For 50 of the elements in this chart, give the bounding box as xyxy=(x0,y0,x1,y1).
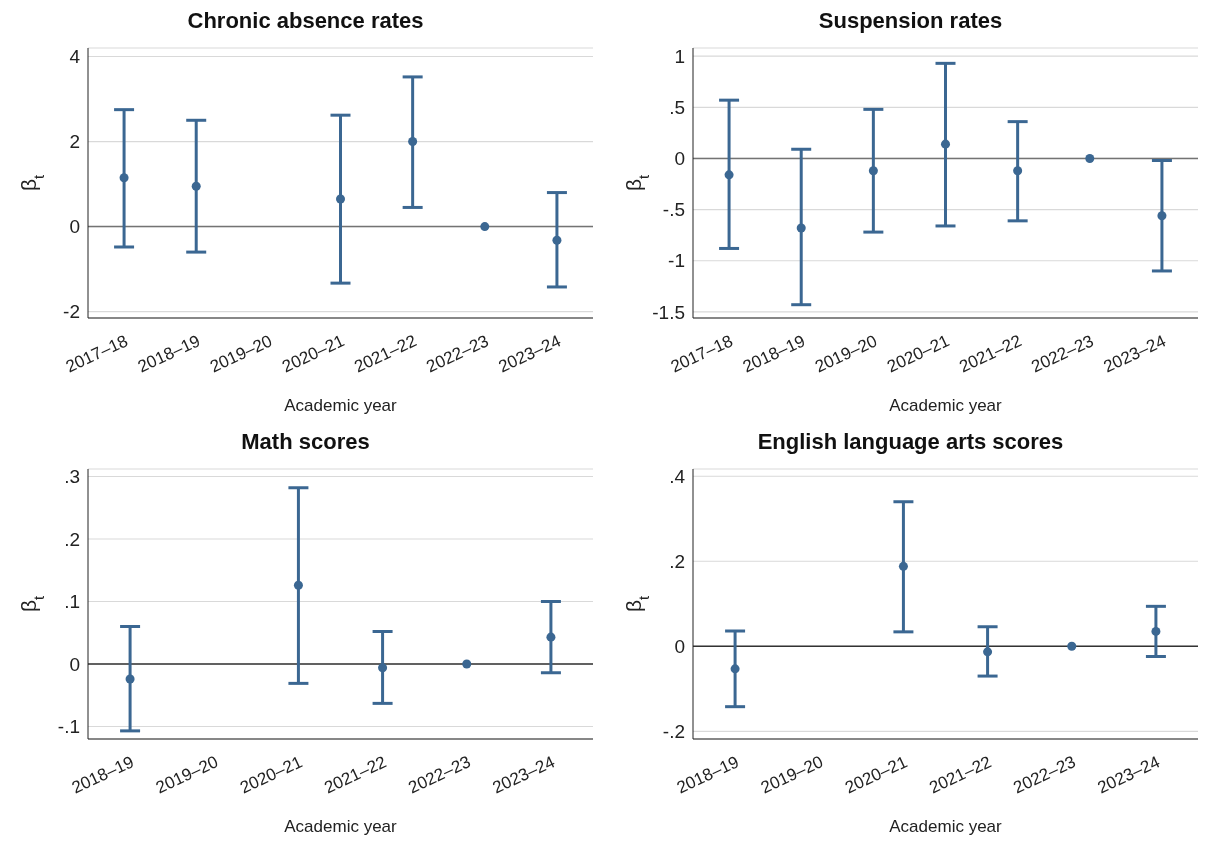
point xyxy=(940,139,951,149)
y-tick-label: .4 xyxy=(669,465,686,487)
chart-title: Math scores xyxy=(240,429,371,456)
point xyxy=(480,222,490,232)
point xyxy=(1067,641,1077,651)
chart-title: Chronic absence rates xyxy=(186,8,425,35)
x-axis-title: Academic year xyxy=(889,396,1003,415)
y-tick-label: .3 xyxy=(64,466,80,488)
x-axis-title: Academic year xyxy=(284,396,398,415)
chart-title: English language arts scores xyxy=(756,429,1065,456)
point xyxy=(796,223,806,233)
point xyxy=(724,170,734,180)
y-tick-label: 1 xyxy=(674,45,685,67)
y-tick-label: 0 xyxy=(69,653,80,675)
y-tick-label: -.2 xyxy=(662,721,685,743)
point xyxy=(546,632,556,642)
point xyxy=(552,235,562,245)
y-tick-label: -.1 xyxy=(57,716,80,738)
y-tick-label: .5 xyxy=(669,97,685,119)
point xyxy=(408,137,418,147)
point xyxy=(1085,153,1095,163)
y-tick-label: .1 xyxy=(64,591,80,613)
y-tick-label: .2 xyxy=(64,528,80,550)
x-axis-title: Academic year xyxy=(889,817,1003,836)
point xyxy=(462,659,472,669)
point xyxy=(1151,626,1161,636)
point xyxy=(335,194,346,204)
y-tick-label: 0 xyxy=(674,636,685,658)
point xyxy=(1013,166,1023,176)
y-tick-label: -.5 xyxy=(662,199,685,221)
y-tick-label: 4 xyxy=(69,46,81,68)
y-tick-label: -2 xyxy=(63,301,80,323)
point xyxy=(125,674,135,684)
point xyxy=(898,561,908,571)
point xyxy=(119,173,129,183)
point xyxy=(1157,211,1167,221)
point xyxy=(191,181,201,191)
point xyxy=(293,580,303,590)
y-tick-label: 2 xyxy=(69,131,80,153)
y-tick-label: .2 xyxy=(669,551,685,573)
x-axis-title: Academic year xyxy=(284,817,398,836)
y-tick-label: 0 xyxy=(674,148,685,170)
y-tick-label: -1.5 xyxy=(652,301,685,323)
point xyxy=(730,664,740,674)
y-tick-label: 0 xyxy=(69,216,80,238)
point xyxy=(983,647,993,657)
chart-title: Suspension rates xyxy=(817,8,1004,35)
point xyxy=(868,166,878,176)
y-tick-label: -1 xyxy=(668,250,685,272)
point xyxy=(378,663,388,673)
